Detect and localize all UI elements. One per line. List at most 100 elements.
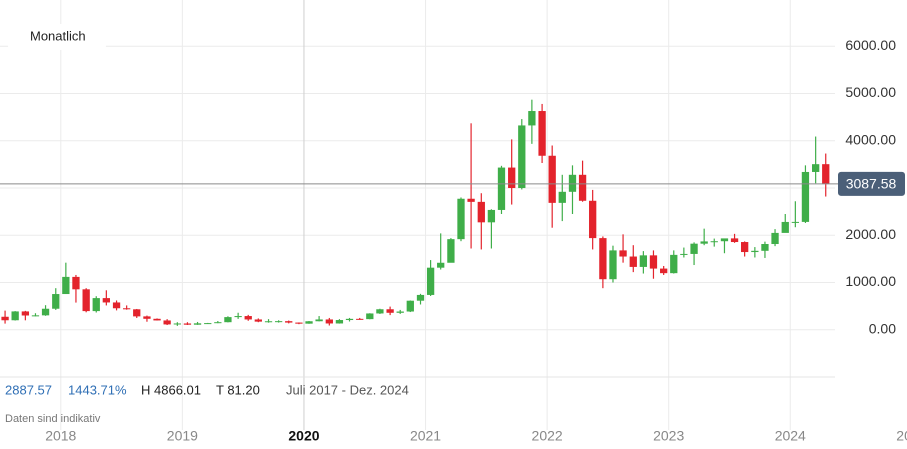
candle-body bbox=[528, 111, 536, 126]
candle-body bbox=[41, 308, 50, 316]
candle-body bbox=[649, 255, 658, 269]
candle-body bbox=[356, 318, 364, 320]
candle-body bbox=[426, 267, 435, 295]
low: T 81.20 bbox=[216, 382, 260, 397]
candle-body bbox=[670, 254, 678, 274]
candle-body bbox=[72, 276, 80, 290]
candle-body bbox=[680, 253, 688, 255]
x-tick-label: 2022 bbox=[532, 428, 563, 444]
x-tick-label: 2019 bbox=[167, 428, 198, 444]
candle-body bbox=[578, 174, 587, 201]
candle-body bbox=[538, 111, 546, 156]
candle-body bbox=[1, 316, 9, 321]
candle-body bbox=[31, 315, 40, 317]
candle-body bbox=[700, 241, 708, 244]
candle-body bbox=[335, 320, 344, 324]
last-price-label: 3087.58 bbox=[846, 176, 897, 192]
x-tick-label: 2021 bbox=[410, 428, 441, 444]
candle-body bbox=[447, 239, 455, 263]
candle-body bbox=[11, 311, 19, 321]
candle-body bbox=[720, 238, 729, 242]
candle-body bbox=[285, 321, 293, 323]
candle-body bbox=[214, 322, 222, 324]
candle-body bbox=[710, 241, 718, 243]
candle-body bbox=[477, 201, 485, 223]
candle-body bbox=[376, 309, 384, 314]
y-tick-label: 2000.00 bbox=[845, 226, 896, 242]
candle-body bbox=[295, 322, 303, 324]
y-tick-label: 4000.00 bbox=[845, 131, 896, 147]
candle-body bbox=[437, 262, 445, 268]
candle-body bbox=[568, 174, 577, 192]
candle-body bbox=[558, 191, 566, 203]
change-percent: 1443.71% bbox=[68, 382, 127, 397]
candle-body bbox=[112, 302, 121, 309]
candle-body bbox=[244, 316, 252, 320]
candle-body bbox=[123, 308, 131, 310]
candle-body bbox=[629, 256, 637, 267]
y-tick-label: 1000.00 bbox=[845, 273, 896, 289]
candle-body bbox=[487, 209, 496, 223]
candle-body bbox=[406, 300, 414, 312]
x-tick-label: 2018 bbox=[45, 428, 76, 444]
candle-body bbox=[609, 250, 617, 280]
candle-body bbox=[467, 198, 475, 202]
candle-body bbox=[274, 321, 283, 323]
range: Juli 2017 - Dez. 2024 bbox=[286, 382, 409, 397]
grid bbox=[0, 0, 835, 430]
candle-body bbox=[366, 313, 374, 320]
candle-body bbox=[315, 319, 323, 322]
candle-body bbox=[508, 167, 516, 189]
candle-body bbox=[660, 268, 668, 274]
candle-body bbox=[396, 311, 404, 313]
candle-body bbox=[791, 221, 799, 223]
candle-body bbox=[518, 125, 526, 189]
candle-body bbox=[254, 319, 262, 322]
candle-body bbox=[183, 323, 192, 325]
candle-body bbox=[690, 243, 698, 254]
note: Daten sind indikativ bbox=[5, 413, 101, 425]
candle-body bbox=[325, 319, 333, 324]
candle-body bbox=[193, 323, 202, 325]
candle-body bbox=[497, 167, 506, 210]
high: H 4866.01 bbox=[141, 382, 201, 397]
interval-button[interactable] bbox=[8, 24, 106, 50]
candle-body bbox=[163, 320, 171, 325]
y-tick-label: 5000.00 bbox=[845, 84, 896, 100]
candle-body bbox=[62, 276, 70, 295]
candle-body bbox=[153, 318, 161, 321]
candle-body bbox=[143, 316, 151, 319]
candle-body bbox=[234, 316, 242, 318]
interval-label[interactable]: Monatlich bbox=[30, 28, 86, 43]
candle-body bbox=[741, 242, 749, 253]
x-tick-label: 2023 bbox=[653, 428, 684, 444]
candle-body bbox=[386, 309, 394, 313]
last-price-tag bbox=[838, 171, 905, 196]
candle-body bbox=[751, 250, 759, 253]
candle-body bbox=[173, 323, 181, 325]
candle-body bbox=[102, 298, 110, 303]
candle-body bbox=[771, 232, 779, 245]
candle-body bbox=[264, 321, 273, 323]
candle-body bbox=[52, 294, 60, 309]
change: 2887.57 bbox=[5, 382, 52, 397]
candle-body bbox=[812, 164, 820, 172]
candle-body bbox=[822, 164, 830, 184]
candle-body bbox=[730, 238, 739, 243]
x-tick-label: 2020 bbox=[288, 428, 319, 444]
candles bbox=[0, 99, 838, 326]
candle-body bbox=[305, 321, 313, 324]
y-tick-label: 6000.00 bbox=[845, 37, 896, 53]
candle-body bbox=[224, 317, 232, 323]
candle-body bbox=[457, 198, 465, 240]
candle-body bbox=[92, 298, 100, 312]
x-tick-label: 2024 bbox=[775, 428, 806, 444]
candle-body bbox=[345, 318, 354, 321]
candle-body bbox=[619, 250, 627, 257]
candle-body bbox=[82, 289, 90, 312]
candle-body bbox=[801, 171, 810, 222]
candle-body bbox=[781, 221, 789, 233]
candle-body bbox=[589, 200, 597, 239]
